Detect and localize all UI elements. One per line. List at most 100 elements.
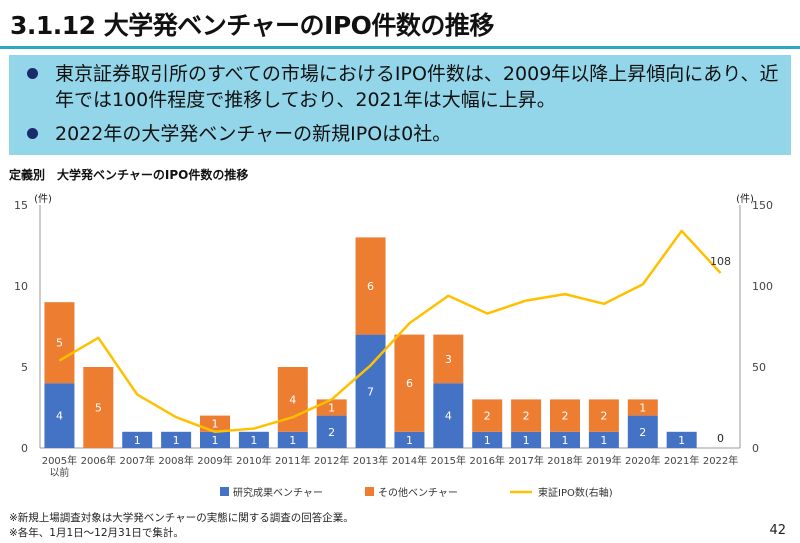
bar-value-label: 5 <box>56 337 63 350</box>
bar-value-label: 2 <box>562 410 569 423</box>
bar-segment <box>394 334 425 432</box>
bar-segment <box>161 431 192 448</box>
right-tick-label: 100 <box>752 280 773 293</box>
bar-value-label: 1 <box>639 402 646 415</box>
bar-value-label: 2 <box>523 410 530 423</box>
bar-value-label: 1 <box>212 434 219 447</box>
bar-segment <box>355 237 386 335</box>
x-tick-label: 2018年 <box>547 454 582 467</box>
bar-value-label: 1 <box>328 402 335 415</box>
bar-value-label: 4 <box>289 393 296 406</box>
x-tick-label: 2022年 <box>703 454 738 467</box>
x-tick-label: 2021年 <box>664 454 699 467</box>
bar-value-label: 6 <box>406 377 413 390</box>
bullet-dot-icon <box>27 128 38 139</box>
bar-value-label: 1 <box>523 434 530 447</box>
x-tick-label: 2015年 <box>431 454 466 467</box>
bar-segment <box>588 399 619 432</box>
right-tick-label: 0 <box>752 442 759 455</box>
summary-bullet: 2022年の大学発ベンチャーの新規IPOは0社。 <box>27 121 781 147</box>
bar-segment <box>433 334 464 384</box>
bar-segment <box>511 431 542 448</box>
bar-value-label: 1 <box>250 434 257 447</box>
zero-annotation: 0 <box>717 432 724 445</box>
bar-segment <box>122 431 153 448</box>
bar-segment <box>238 431 269 448</box>
bar-value-label: 1 <box>562 434 569 447</box>
x-tick-label: 2012年 <box>314 454 349 467</box>
left-axis-unit: (件) <box>34 193 52 205</box>
bar-segment <box>472 399 503 432</box>
bar-segment <box>316 415 347 448</box>
x-tick-label: 2013年 <box>353 454 388 467</box>
x-tick-label: 2014年 <box>392 454 427 467</box>
x-tick-label: 2019年 <box>586 454 621 467</box>
bar-value-label: 2 <box>600 410 607 423</box>
bar-segment <box>394 431 425 448</box>
x-tick-label: 以前 <box>49 466 69 479</box>
bar-value-label: 6 <box>367 280 374 293</box>
legend-label: 研究成果ベンチャー <box>233 486 323 499</box>
bar-value-label: 4 <box>445 410 452 423</box>
bar-value-label: 7 <box>367 385 374 398</box>
bar-value-label: 2 <box>328 426 335 439</box>
summary-box: 東京証券取引所のすべての市場におけるIPO件数は、2009年以降上昇傾向にあり、… <box>9 55 791 155</box>
x-tick-label: 2010年 <box>236 454 271 467</box>
bar-value-label: 1 <box>212 418 219 431</box>
right-axis-unit: (件) <box>736 193 754 205</box>
right-tick-label: 150 <box>752 199 773 212</box>
page-title: 3.1.12 大学発ベンチャーのIPO件数の推移 <box>10 11 494 40</box>
ipo-line-series <box>58 229 722 434</box>
x-tick-label: 2017年 <box>508 454 543 467</box>
bar-segment <box>550 399 580 432</box>
bar-segment <box>44 383 75 448</box>
line-annotation: 108 <box>710 255 731 268</box>
bar-value-label: 2 <box>639 426 646 439</box>
x-tick-label: 2007年 <box>119 454 154 467</box>
x-tick-label: 2006年 <box>81 454 116 467</box>
bar-value-label: 3 <box>445 353 452 366</box>
bar-segment <box>472 431 503 448</box>
bullet-dot-icon <box>27 68 38 79</box>
summary-bullet-text: 2022年の大学発ベンチャーの新規IPOは0社。 <box>55 123 452 145</box>
bar-value-label: 1 <box>134 434 141 447</box>
bar-segment <box>666 431 697 448</box>
x-tick-label: 2011年 <box>275 454 310 467</box>
footnote: ※各年、1月1日～12月31日で集計。 <box>9 527 184 539</box>
bar-segment <box>627 415 658 448</box>
x-tick-label: 2008年 <box>158 454 193 467</box>
bar-segment <box>627 399 658 416</box>
left-tick-label: 10 <box>14 280 28 293</box>
title-underline <box>0 46 800 49</box>
x-tick-label: 2005年 <box>42 454 77 467</box>
legend-swatch <box>365 487 374 496</box>
left-tick-label: 0 <box>21 442 28 455</box>
legend-swatch <box>220 487 229 496</box>
bar-segment <box>44 302 75 384</box>
left-tick-label: 15 <box>14 199 28 212</box>
bar-value-label: 5 <box>95 402 102 415</box>
legend-label: その他ベンチャー <box>378 486 458 499</box>
bar-segment <box>83 367 114 448</box>
page-number: 42 <box>769 523 786 538</box>
bar-segment <box>433 383 464 448</box>
x-tick-label: 2016年 <box>469 454 504 467</box>
left-tick-label: 5 <box>21 361 28 374</box>
bar-value-label: 1 <box>173 434 180 447</box>
legend-label: 東証IPO数(右軸) <box>538 486 613 499</box>
bar-segment <box>277 431 308 448</box>
chart-title: 定義別 大学発ベンチャーのIPO件数の推移 <box>9 168 249 182</box>
bar-value-label: 2 <box>484 410 491 423</box>
bar-segment <box>588 431 619 448</box>
summary-bullet: 東京証券取引所のすべての市場におけるIPO件数は、2009年以降上昇傾向にあり、… <box>27 61 781 113</box>
bar-value-label: 1 <box>600 434 607 447</box>
bar-value-label: 1 <box>678 434 685 447</box>
bar-segment <box>200 431 230 448</box>
right-tick-label: 50 <box>752 361 766 374</box>
footnote: ※新規上場調査対象は大学発ベンチャーの実態に関する調査の回答企業。 <box>9 512 354 524</box>
bar-segment <box>511 399 542 432</box>
bar-value-label: 1 <box>484 434 491 447</box>
x-tick-label: 2009年 <box>197 454 232 467</box>
x-tick-label: 2020年 <box>625 454 660 467</box>
